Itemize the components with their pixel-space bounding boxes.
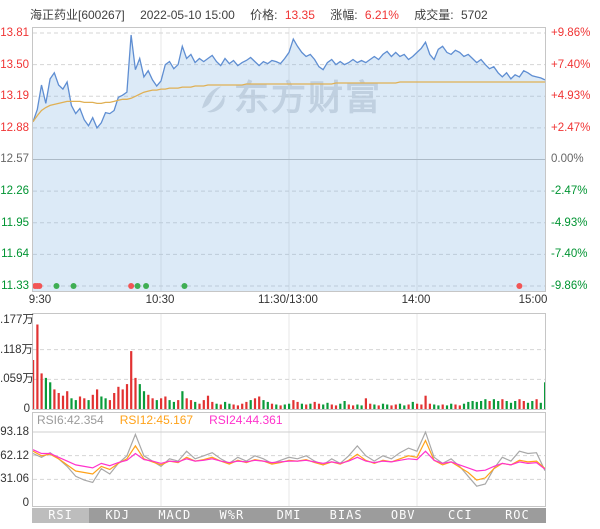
rsi-tick-label: 31.06 — [0, 473, 29, 486]
tab-cci[interactable]: CCI — [447, 508, 473, 522]
price-tick-label: 12.26 — [0, 185, 29, 197]
indicator-tab-bar: RSI KDJ MACD W%R DMI BIAS OBV CCI ROC — [32, 508, 546, 523]
percent-tick-label: +2.47% — [551, 121, 591, 134]
chart-header: 海正药业[600267] 2022-05-10 15:00 价格: 13.35 … — [30, 6, 492, 23]
rsi-tick-label: 62.12 — [0, 449, 29, 462]
tab-macd[interactable]: MACD — [158, 508, 192, 522]
percent-tick-label: -7.40% — [551, 248, 588, 261]
percent-tick-label: -4.93% — [551, 216, 588, 229]
volume-chart-panel[interactable] — [32, 313, 546, 410]
time-tick-label: 9:30 — [28, 294, 52, 306]
price-tick-label: 13.19 — [0, 90, 29, 103]
percent-tick-label: +4.93% — [551, 90, 591, 103]
price-tick-label: 12.88 — [0, 121, 29, 134]
price-tick-label: 11.33 — [1, 279, 29, 292]
tab-rsi[interactable]: RSI — [32, 508, 90, 523]
rsi24-legend: RSI24:44.361 — [209, 413, 283, 427]
price-value: 13.35 — [284, 8, 315, 22]
price-tick-label: 13.81 — [0, 27, 29, 39]
rsi-tick-label: 93.18 — [0, 426, 29, 438]
tab-obv[interactable]: OBV — [390, 508, 416, 522]
rsi-chart-canvas[interactable] — [33, 413, 545, 506]
tab-dmi[interactable]: DMI — [276, 508, 302, 522]
percent-tick-label: +7.40% — [551, 58, 591, 71]
tab-bias[interactable]: BIAS — [329, 508, 363, 522]
rsi-tick-label: 0 — [22, 497, 29, 509]
change-value: 6.21% — [364, 8, 399, 22]
volume-tick-label: .177万 — [0, 314, 34, 326]
tab-roc[interactable]: ROC — [505, 508, 530, 522]
time-tick-label: 11:30/13:00 — [258, 294, 318, 306]
time-tick-label: 15:00 — [518, 294, 548, 306]
price-chart-canvas[interactable] — [33, 28, 545, 291]
volume-tick-label: 0 — [23, 403, 30, 415]
change-label: 涨幅: — [330, 8, 358, 22]
percent-tick-label: -2.47% — [551, 185, 588, 197]
rsi-legend: RSI6:42.354 RSI12:45.167 RSI24:44.361 — [37, 413, 299, 427]
volume-label: 成交量: — [414, 8, 454, 22]
volume-tick-label: .059万 — [0, 373, 34, 386]
tab-kdj[interactable]: KDJ — [105, 508, 130, 522]
stock-name: 海正药业[600267] — [30, 8, 125, 22]
price-tick-label: 11.64 — [1, 248, 29, 261]
time-tick-label: 14:00 — [401, 294, 431, 306]
volume-value: 5702 — [460, 8, 488, 22]
price-tick-label: 12.57 — [0, 153, 29, 166]
rsi12-legend: RSI12:45.167 — [119, 413, 194, 427]
volume-chart-canvas[interactable] — [33, 314, 545, 409]
tab-wr[interactable]: W%R — [219, 508, 245, 522]
price-tick-label: 11.95 — [1, 216, 29, 229]
time-tick-label: 10:30 — [145, 294, 175, 306]
price-label: 价格: — [250, 8, 278, 22]
price-chart-panel[interactable] — [32, 27, 546, 292]
percent-tick-label: 0.00% — [551, 153, 584, 166]
percent-tick-label: +9.86% — [551, 27, 591, 39]
percent-tick-label: -9.86% — [551, 279, 588, 292]
rsi-chart-panel[interactable] — [32, 412, 546, 507]
volume-tick-label: .118万 — [0, 343, 34, 356]
rsi6-legend: RSI6:42.354 — [37, 413, 104, 427]
timestamp: 2022-05-10 15:00 — [140, 8, 235, 22]
price-tick-label: 13.50 — [0, 58, 29, 71]
